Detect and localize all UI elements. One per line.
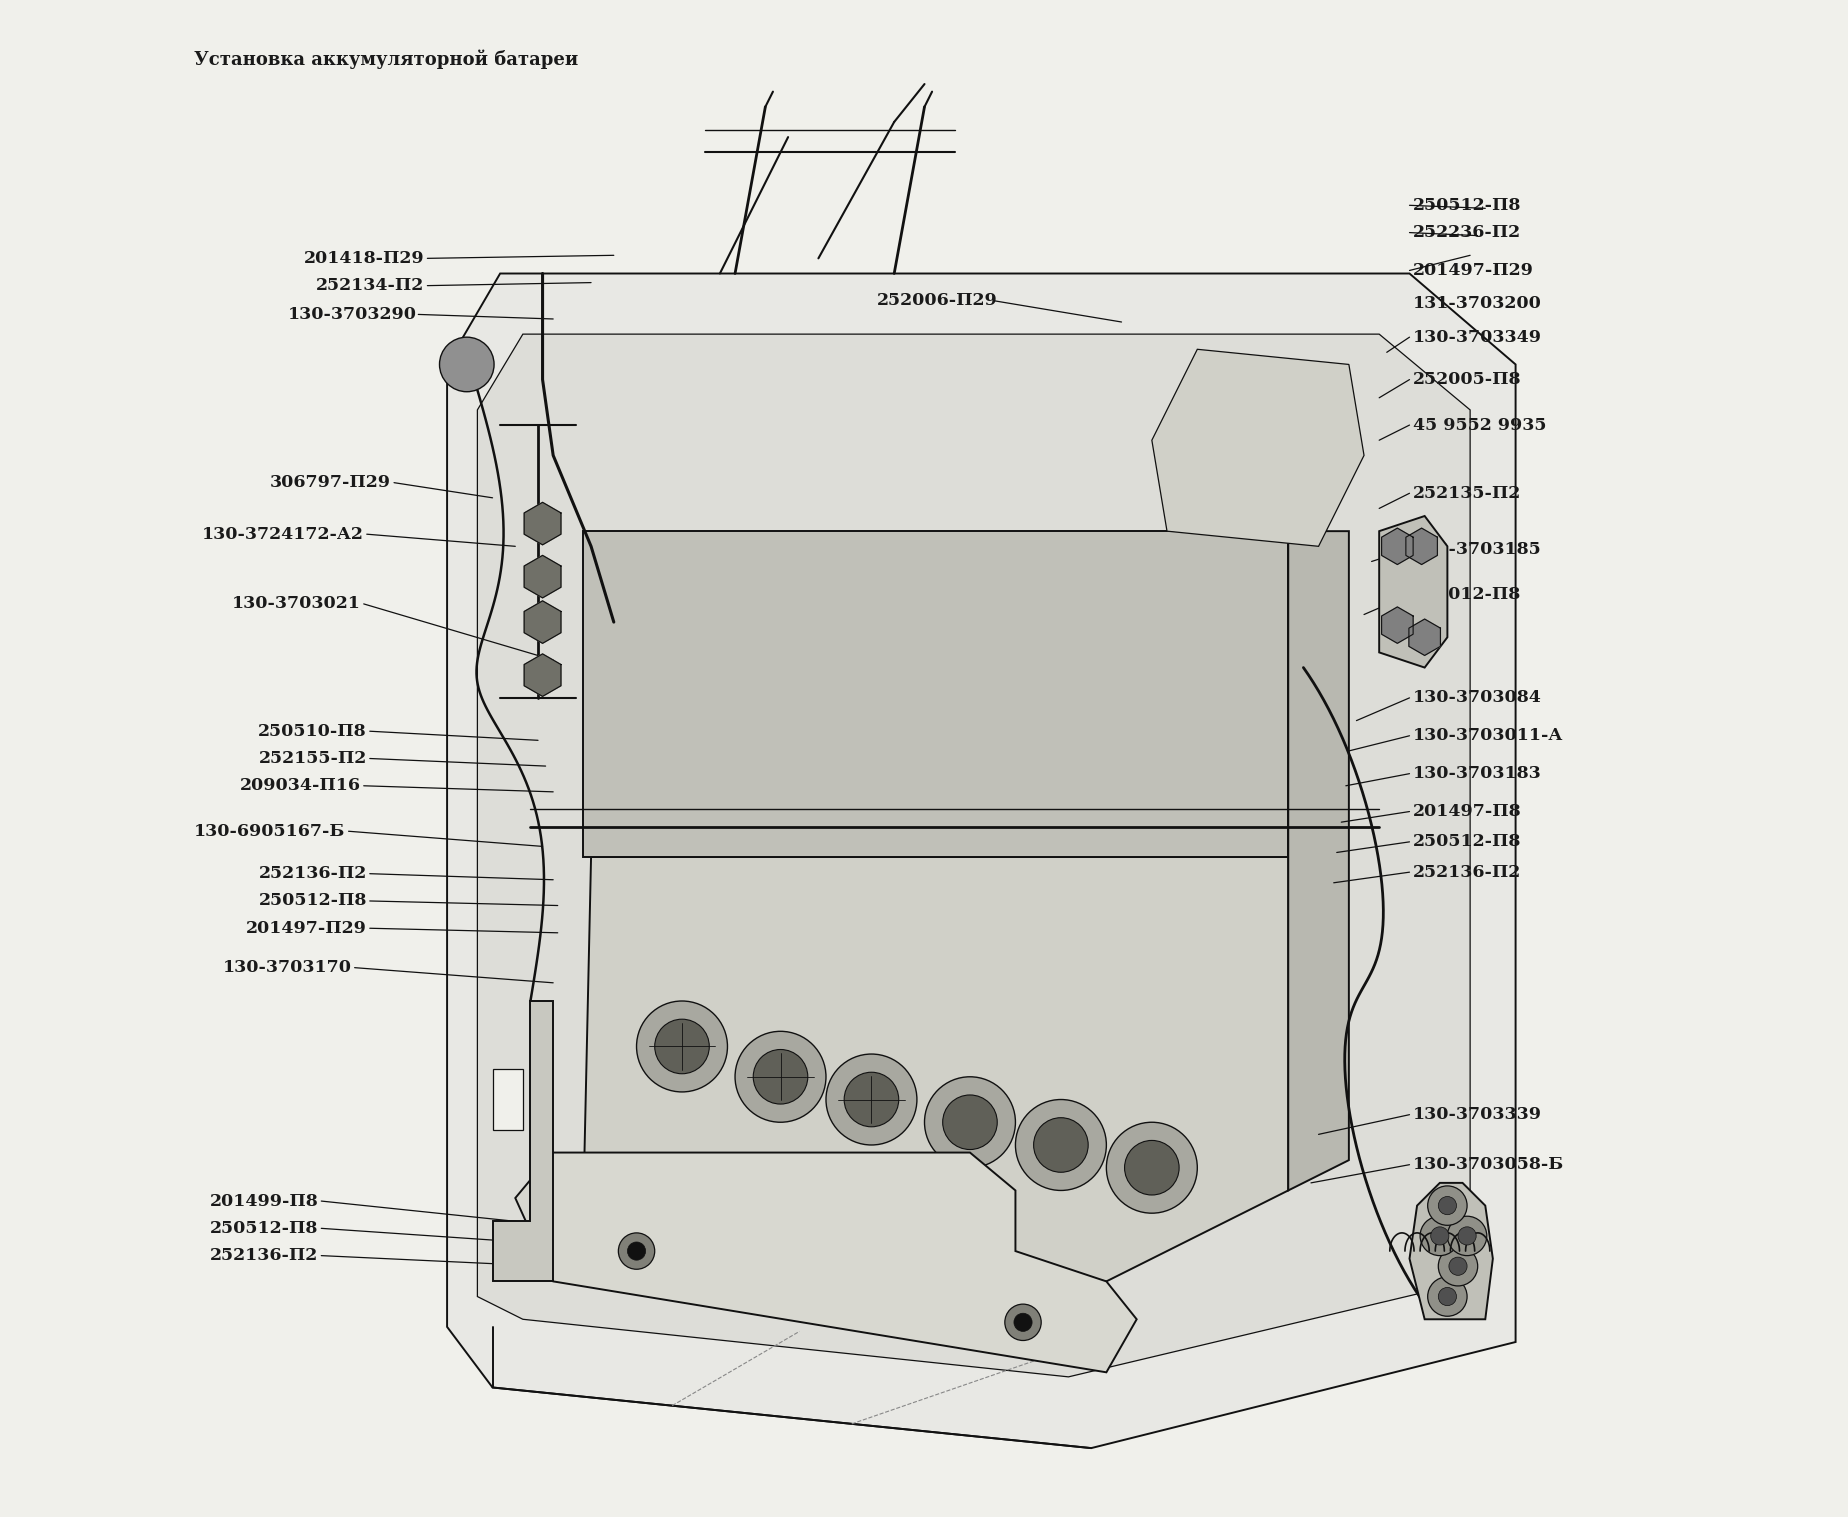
Polygon shape [1408,1183,1491,1320]
Text: 130-3703021: 130-3703021 [231,595,360,613]
Text: 201418-П29: 201418-П29 [303,250,425,267]
Polygon shape [584,857,1288,1282]
Text: Установка аккумуляторной батареи: Установка аккумуляторной батареи [194,49,578,68]
Polygon shape [523,502,560,545]
Circle shape [736,1032,826,1123]
Circle shape [1449,1258,1465,1276]
Polygon shape [1151,349,1364,546]
Circle shape [1438,1247,1477,1286]
Circle shape [1003,1305,1040,1341]
Text: 201497-П29: 201497-П29 [1412,262,1532,279]
Text: 258012-П8: 258012-П8 [1412,586,1519,604]
Circle shape [1015,1100,1105,1191]
Text: 250512-П8: 250512-П8 [259,892,366,910]
Polygon shape [1380,528,1412,564]
Polygon shape [492,1069,523,1130]
Circle shape [1430,1227,1449,1245]
Text: 250512-П8: 250512-П8 [211,1220,318,1236]
Text: 252236-П2: 252236-П2 [1412,225,1519,241]
Text: 130-3703011-А: 130-3703011-А [1412,727,1562,745]
Polygon shape [477,334,1469,1377]
Circle shape [826,1054,917,1145]
Circle shape [636,1001,726,1092]
Circle shape [1427,1277,1465,1317]
Polygon shape [1404,528,1436,564]
Text: 130-6905167-Б: 130-6905167-Б [194,822,346,840]
Text: 250512-П8: 250512-П8 [1412,833,1521,851]
Text: 250510-П8: 250510-П8 [259,722,366,740]
Circle shape [1105,1123,1198,1214]
Circle shape [1033,1118,1088,1173]
Text: 130-3724172-А2: 130-3724172-А2 [201,526,364,543]
Polygon shape [1379,516,1447,667]
Text: 130-3703185: 130-3703185 [1412,542,1541,558]
Text: 130-3703339: 130-3703339 [1412,1106,1541,1123]
Text: 130-3703290: 130-3703290 [288,306,416,323]
Circle shape [440,337,493,391]
Polygon shape [492,1001,553,1282]
Circle shape [617,1233,654,1270]
Circle shape [1419,1217,1458,1256]
Text: 201497-П29: 201497-П29 [246,919,366,938]
Polygon shape [447,273,1515,1449]
Circle shape [626,1242,645,1261]
Circle shape [1438,1288,1456,1306]
Text: 252135-П2: 252135-П2 [1412,485,1519,502]
Polygon shape [516,1153,1137,1373]
Text: 252136-П2: 252136-П2 [259,865,366,883]
Text: 201499-П8: 201499-П8 [209,1192,318,1209]
Text: 250512-П8: 250512-П8 [1412,197,1521,214]
Polygon shape [1380,607,1412,643]
Text: 252136-П2: 252136-П2 [211,1247,318,1264]
Text: 252155-П2: 252155-П2 [259,749,366,768]
Text: 130-3703170: 130-3703170 [222,959,351,975]
Circle shape [1013,1314,1031,1332]
Text: 201497-П8: 201497-П8 [1412,802,1521,821]
Text: 252136-П2: 252136-П2 [1412,863,1519,881]
Circle shape [1124,1141,1179,1195]
Polygon shape [523,654,560,696]
Text: 130-3703349: 130-3703349 [1412,329,1541,346]
Polygon shape [584,531,1288,857]
Text: 131-3703200: 131-3703200 [1412,296,1541,313]
Polygon shape [1288,531,1349,1191]
Text: 130-3703058-Б: 130-3703058-Б [1412,1156,1563,1173]
Circle shape [1458,1227,1475,1245]
Text: 252005-П8: 252005-П8 [1412,372,1521,388]
Circle shape [942,1095,996,1150]
Circle shape [1447,1217,1486,1256]
Text: 45 9552 9935: 45 9552 9935 [1412,417,1545,434]
Polygon shape [523,601,560,643]
Text: 130-3703084: 130-3703084 [1412,689,1541,707]
Circle shape [924,1077,1015,1168]
Text: 252006-П29: 252006-П29 [876,293,996,309]
Text: 252134-П2: 252134-П2 [316,278,425,294]
Circle shape [1427,1186,1465,1226]
Circle shape [845,1073,898,1127]
Circle shape [654,1019,710,1074]
Text: ОРЕХ: ОРЕХ [811,707,1052,780]
Circle shape [752,1050,808,1104]
Polygon shape [1408,619,1440,655]
Text: 209034-П16: 209034-П16 [240,777,360,795]
Text: 130-3703183: 130-3703183 [1412,765,1541,783]
Text: 306797-П29: 306797-П29 [270,475,390,492]
Circle shape [1438,1197,1456,1215]
Polygon shape [523,555,560,598]
